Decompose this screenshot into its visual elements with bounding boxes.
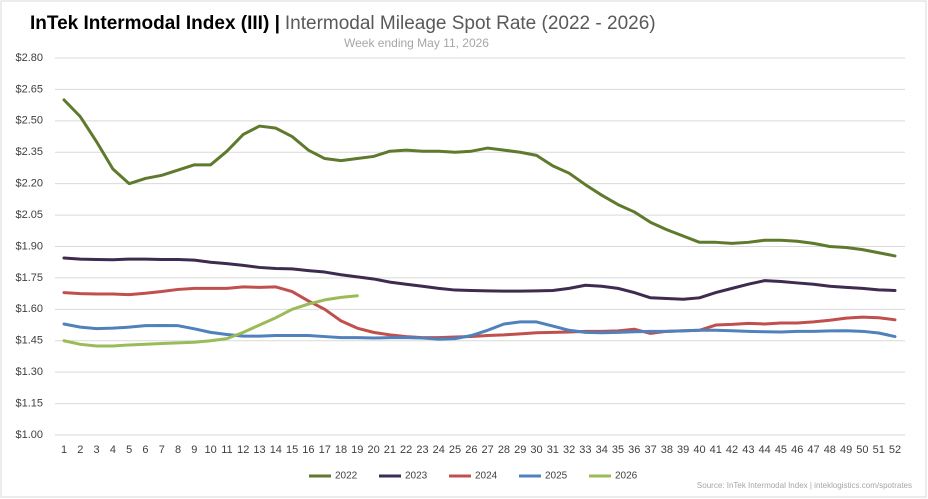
y-tick-label: $1.60 [15, 303, 43, 315]
x-tick-label: 29 [514, 444, 526, 456]
y-tick-label: $2.05 [15, 209, 43, 221]
x-tick-label: 24 [433, 444, 445, 456]
series-line [62, 256, 897, 301]
x-tick-label: 33 [579, 444, 591, 456]
x-tick-label: 42 [726, 444, 738, 456]
series-line [62, 294, 359, 348]
x-tick-label: 49 [840, 444, 852, 456]
date-note: Week ending May 11, 2026 [344, 36, 489, 50]
x-tick-label: 46 [791, 444, 803, 456]
x-tick-label: 10 [205, 444, 217, 456]
y-tick-label: $2.20 [15, 178, 43, 190]
x-tick-label: 4 [110, 444, 116, 456]
x-tick-label: 52 [889, 444, 901, 456]
chart-heading: InTek Intermodal Index (III) | Intermodal… [30, 13, 656, 34]
x-tick-label: 3 [94, 444, 100, 456]
chart-title: InTek Intermodal Index (III) | [30, 13, 280, 34]
x-tick-label: 21 [384, 444, 396, 456]
x-tick-label: 17 [319, 444, 331, 456]
series-line [62, 98, 897, 258]
y-tick-label: $1.15 [15, 397, 43, 409]
y-tick-label: $2.65 [15, 83, 43, 95]
series-line [62, 320, 897, 341]
x-tick-label: 25 [449, 444, 461, 456]
x-tick-label: 48 [824, 444, 836, 456]
x-tick-label: 51 [873, 444, 885, 456]
y-tick-label: $1.90 [15, 240, 43, 252]
legend-label: 2022 [335, 471, 358, 482]
x-tick-label: 1 [61, 444, 67, 456]
legend-label: 2023 [405, 471, 428, 482]
x-tick-label: 43 [742, 444, 754, 456]
x-tick-label: 11 [221, 444, 232, 456]
x-tick-label: 32 [563, 444, 575, 456]
x-tick-label: 5 [126, 444, 132, 456]
legend-label: 2025 [545, 471, 568, 482]
x-tick-label: 37 [644, 444, 656, 456]
x-tick-label: 22 [400, 444, 412, 456]
x-tick-label: 31 [547, 444, 559, 456]
x-tick-label: 6 [142, 444, 148, 456]
x-tick-label: 19 [351, 444, 363, 456]
x-tick-label: 30 [530, 444, 542, 456]
chart-subtitle: Intermodal Mileage Spot Rate (2022 - 202… [285, 13, 656, 34]
x-tick-label: 40 [693, 444, 705, 456]
y-tick-label: $1.75 [15, 272, 43, 284]
x-tick-label: 12 [237, 444, 249, 456]
source-note: Source: InTek Intermodal Index | inteklo… [697, 481, 912, 490]
x-tick-label: 16 [302, 444, 314, 456]
x-tick-label: 23 [416, 444, 428, 456]
x-tick-label: 50 [856, 444, 868, 456]
x-tick-label: 26 [465, 444, 477, 456]
x-tick-label: 34 [596, 444, 608, 456]
x-tick-label: 15 [286, 444, 298, 456]
x-tick-label: 44 [759, 444, 771, 456]
x-tick-label: 35 [612, 444, 624, 456]
x-tick-label: 27 [482, 444, 494, 456]
x-tick-label: 2 [77, 444, 83, 456]
y-tick-label: $1.45 [15, 335, 43, 347]
legend-label: 2026 [615, 471, 638, 482]
x-tick-label: 47 [807, 444, 819, 456]
x-tick-label: 36 [628, 444, 640, 456]
x-tick-label: 7 [159, 444, 165, 456]
x-tick-label: 9 [191, 444, 197, 456]
x-tick-label: 20 [367, 444, 379, 456]
y-tick-label: $2.50 [15, 115, 43, 127]
series-line [62, 285, 897, 340]
x-tick-label: 38 [661, 444, 673, 456]
y-tick-label: $2.35 [15, 146, 43, 158]
x-tick-label: 8 [175, 444, 181, 456]
x-tick-label: 41 [710, 444, 722, 456]
y-tick-label: $1.00 [15, 429, 43, 441]
x-tick-label: 39 [677, 444, 689, 456]
x-tick-label: 13 [253, 444, 265, 456]
legend-label: 2024 [475, 471, 498, 482]
x-tick-label: 28 [498, 444, 510, 456]
x-tick-label: 45 [775, 444, 787, 456]
y-tick-label: $2.80 [15, 52, 43, 64]
y-tick-label: $1.30 [15, 366, 43, 378]
x-tick-label: 14 [270, 444, 282, 456]
x-tick-label: 18 [335, 444, 347, 456]
